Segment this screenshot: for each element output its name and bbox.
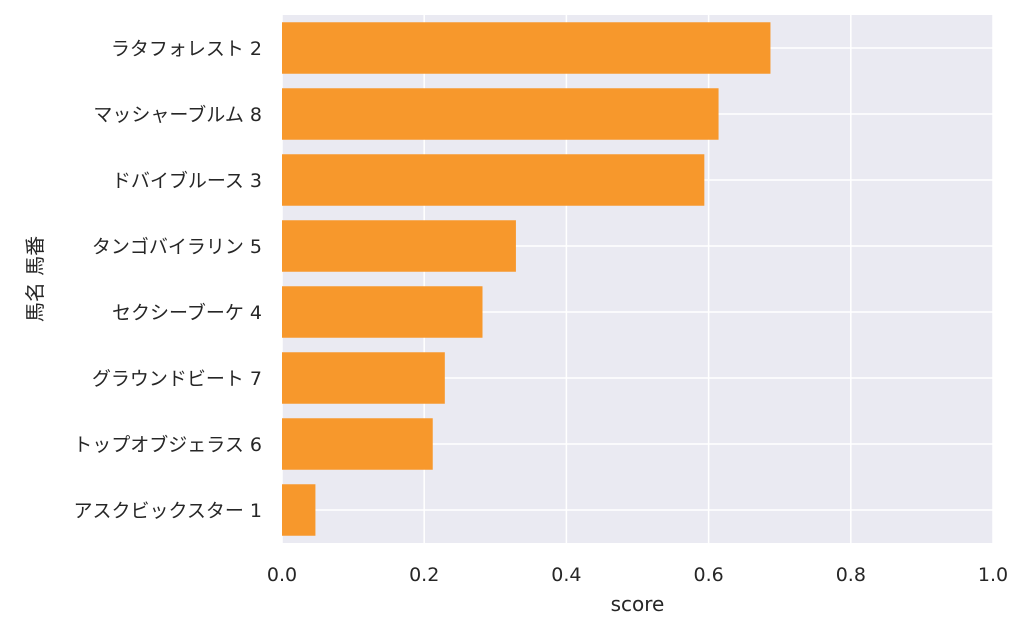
x-tick-label: 0.6 bbox=[693, 564, 723, 586]
y-tick-label: セクシーブーケ 4 bbox=[112, 301, 262, 324]
y-axis-title: 馬名 馬番 bbox=[23, 236, 47, 322]
y-tick-label: トップオブジェラス 6 bbox=[73, 433, 262, 456]
bar bbox=[282, 154, 705, 206]
x-tick-label: 0.0 bbox=[267, 564, 297, 586]
x-tick-label: 0.4 bbox=[551, 564, 581, 586]
bar bbox=[282, 352, 445, 404]
bar bbox=[282, 418, 433, 470]
y-tick-label: ドバイブルース 3 bbox=[112, 169, 262, 192]
bars bbox=[282, 22, 771, 536]
x-axis-title: score bbox=[611, 592, 665, 616]
bar bbox=[282, 286, 483, 338]
bar bbox=[282, 220, 516, 272]
y-tick-label: マッシャーブルム 8 bbox=[93, 103, 262, 126]
y-tick-label: ラタフォレスト 2 bbox=[111, 38, 262, 60]
x-tick-labels: 0.0 0.2 0.4 0.6 0.8 1.0 bbox=[267, 564, 1008, 586]
y-tick-labels: ラタフォレスト 2 マッシャーブルム 8 ドバイブルース 3 タンゴバイラリン 5 セク… bbox=[73, 38, 262, 522]
y-tick-label: アスクビックスター 1 bbox=[73, 500, 262, 522]
y-tick-label: タンゴバイラリン 5 bbox=[92, 236, 262, 258]
x-tick-label: 0.2 bbox=[409, 564, 439, 586]
y-tick-label: グラウンドビート 7 bbox=[92, 368, 262, 390]
bar bbox=[282, 22, 771, 74]
x-tick-label: 1.0 bbox=[978, 564, 1008, 586]
bar bbox=[282, 484, 316, 536]
bar bbox=[282, 88, 719, 140]
x-tick-label: 0.8 bbox=[836, 564, 866, 586]
